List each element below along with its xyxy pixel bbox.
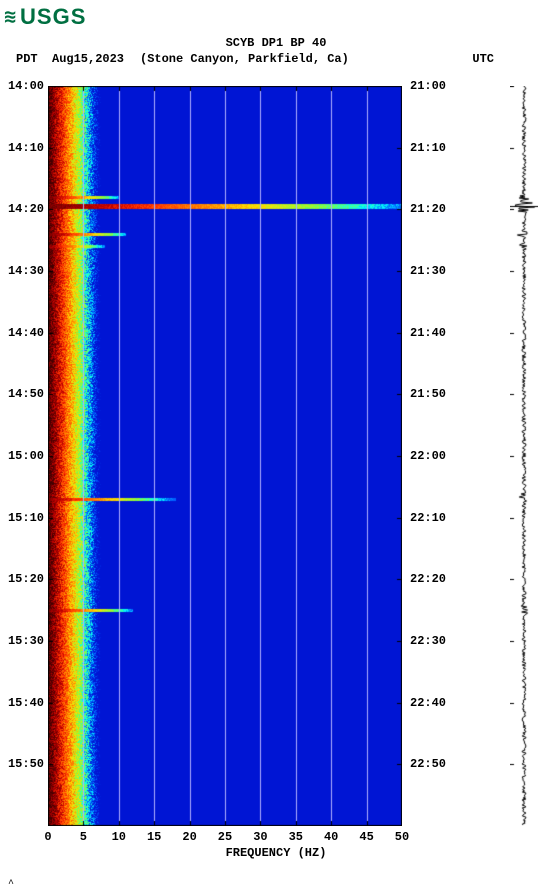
- x-tick: 15: [147, 830, 161, 844]
- left-tick: 14:50: [8, 387, 44, 401]
- x-tick: 30: [253, 830, 267, 844]
- x-tick: 20: [182, 830, 196, 844]
- location-label: (Stone Canyon, Parkfield, Ca): [140, 52, 349, 66]
- right-tick: 21:20: [410, 202, 446, 216]
- footer-caret: ^: [8, 879, 14, 890]
- left-tick: 15:50: [8, 757, 44, 771]
- wave-icon: ≋: [4, 4, 16, 30]
- right-tick: 21:30: [410, 264, 446, 278]
- right-tick: 22:40: [410, 696, 446, 710]
- left-tick: 14:20: [8, 202, 44, 216]
- right-tick: 22:00: [410, 449, 446, 463]
- x-tick: 25: [218, 830, 232, 844]
- right-time-axis: 21:0021:1021:2021:3021:4021:5022:0022:10…: [410, 86, 454, 826]
- right-tick: 22:50: [410, 757, 446, 771]
- left-time-axis: 14:0014:1014:2014:3014:4014:5015:0015:10…: [0, 86, 46, 826]
- left-tick: 15:10: [8, 511, 44, 525]
- spectrogram-root: ≋ USGS SCYB DP1 BP 40 PDT Aug15,2023 (St…: [0, 0, 552, 892]
- right-tick: 21:40: [410, 326, 446, 340]
- x-tick: 45: [359, 830, 373, 844]
- left-tick: 14:00: [8, 79, 44, 93]
- left-tick: 15:40: [8, 696, 44, 710]
- spectrogram-plot: [48, 86, 402, 826]
- right-tick: 22:30: [410, 634, 446, 648]
- date-label: Aug15,2023: [52, 52, 124, 66]
- spectrogram-canvas: [48, 86, 402, 826]
- usgs-logo: ≋ USGS: [4, 4, 86, 30]
- tz-left-label: PDT: [16, 52, 38, 66]
- seismogram-trace: [510, 86, 538, 826]
- left-tick: 14:10: [8, 141, 44, 155]
- plot-title: SCYB DP1 BP 40: [0, 36, 552, 50]
- right-tick: 21:10: [410, 141, 446, 155]
- x-tick: 0: [44, 830, 51, 844]
- left-tick: 15:20: [8, 572, 44, 586]
- x-tick: 5: [80, 830, 87, 844]
- right-tick: 21:00: [410, 79, 446, 93]
- x-tick: 10: [112, 830, 126, 844]
- x-axis-label: FREQUENCY (HZ): [0, 846, 552, 860]
- seismogram-canvas: [510, 86, 538, 826]
- usgs-text: USGS: [20, 4, 86, 30]
- left-tick: 14:40: [8, 326, 44, 340]
- right-tick: 22:10: [410, 511, 446, 525]
- left-tick: 15:30: [8, 634, 44, 648]
- tz-right-label: UTC: [472, 52, 494, 66]
- right-tick: 21:50: [410, 387, 446, 401]
- x-tick: 50: [395, 830, 409, 844]
- left-tick: 15:00: [8, 449, 44, 463]
- x-tick: 35: [289, 830, 303, 844]
- x-tick: 40: [324, 830, 338, 844]
- left-tick: 14:30: [8, 264, 44, 278]
- right-tick: 22:20: [410, 572, 446, 586]
